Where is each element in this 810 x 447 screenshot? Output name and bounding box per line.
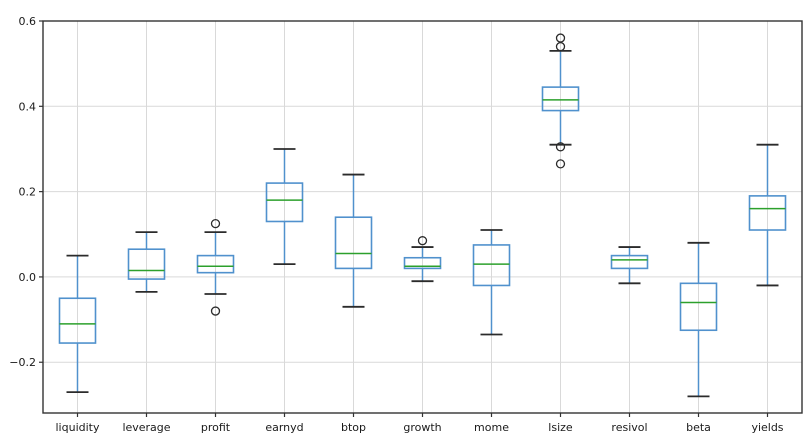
box-yields bbox=[748, 195, 787, 231]
x-tick-label: profit bbox=[201, 421, 231, 434]
box-lsize bbox=[541, 86, 580, 112]
flier-lsize bbox=[555, 142, 566, 152]
box-profit bbox=[196, 254, 235, 274]
y-tick-label: −0.2 bbox=[9, 356, 36, 369]
box-mome bbox=[472, 244, 511, 287]
box-resivol bbox=[610, 254, 649, 270]
flier-profit bbox=[210, 306, 221, 316]
box-liquidity bbox=[58, 297, 97, 344]
x-tick-label: yields bbox=[751, 421, 783, 434]
axes-frame bbox=[42, 20, 803, 414]
y-tick-label: 0.2 bbox=[19, 186, 37, 199]
x-tick-label: mome bbox=[474, 421, 509, 434]
y-tick-label: 0.4 bbox=[19, 100, 37, 113]
box-btop bbox=[334, 216, 373, 270]
x-tick-label: btop bbox=[341, 421, 366, 434]
box-earnyd bbox=[265, 182, 304, 223]
box-growth bbox=[403, 256, 442, 270]
x-tick-label: lsize bbox=[548, 421, 573, 434]
x-tick-label: liquidity bbox=[56, 421, 100, 434]
flier-lsize bbox=[555, 159, 566, 169]
flier-lsize bbox=[555, 41, 566, 52]
x-tick-label: earnyd bbox=[265, 421, 303, 434]
x-tick-label: leverage bbox=[122, 421, 170, 434]
box-leverage bbox=[127, 248, 166, 280]
flier-profit bbox=[210, 218, 221, 229]
flier-growth bbox=[417, 236, 428, 246]
x-tick-label: growth bbox=[403, 421, 441, 434]
box-beta bbox=[679, 282, 718, 332]
x-tick-label: beta bbox=[686, 421, 711, 434]
y-tick-label: 0.6 bbox=[19, 15, 37, 28]
x-tick-label: resivol bbox=[611, 421, 647, 434]
y-tick-label: 0.0 bbox=[19, 271, 37, 284]
